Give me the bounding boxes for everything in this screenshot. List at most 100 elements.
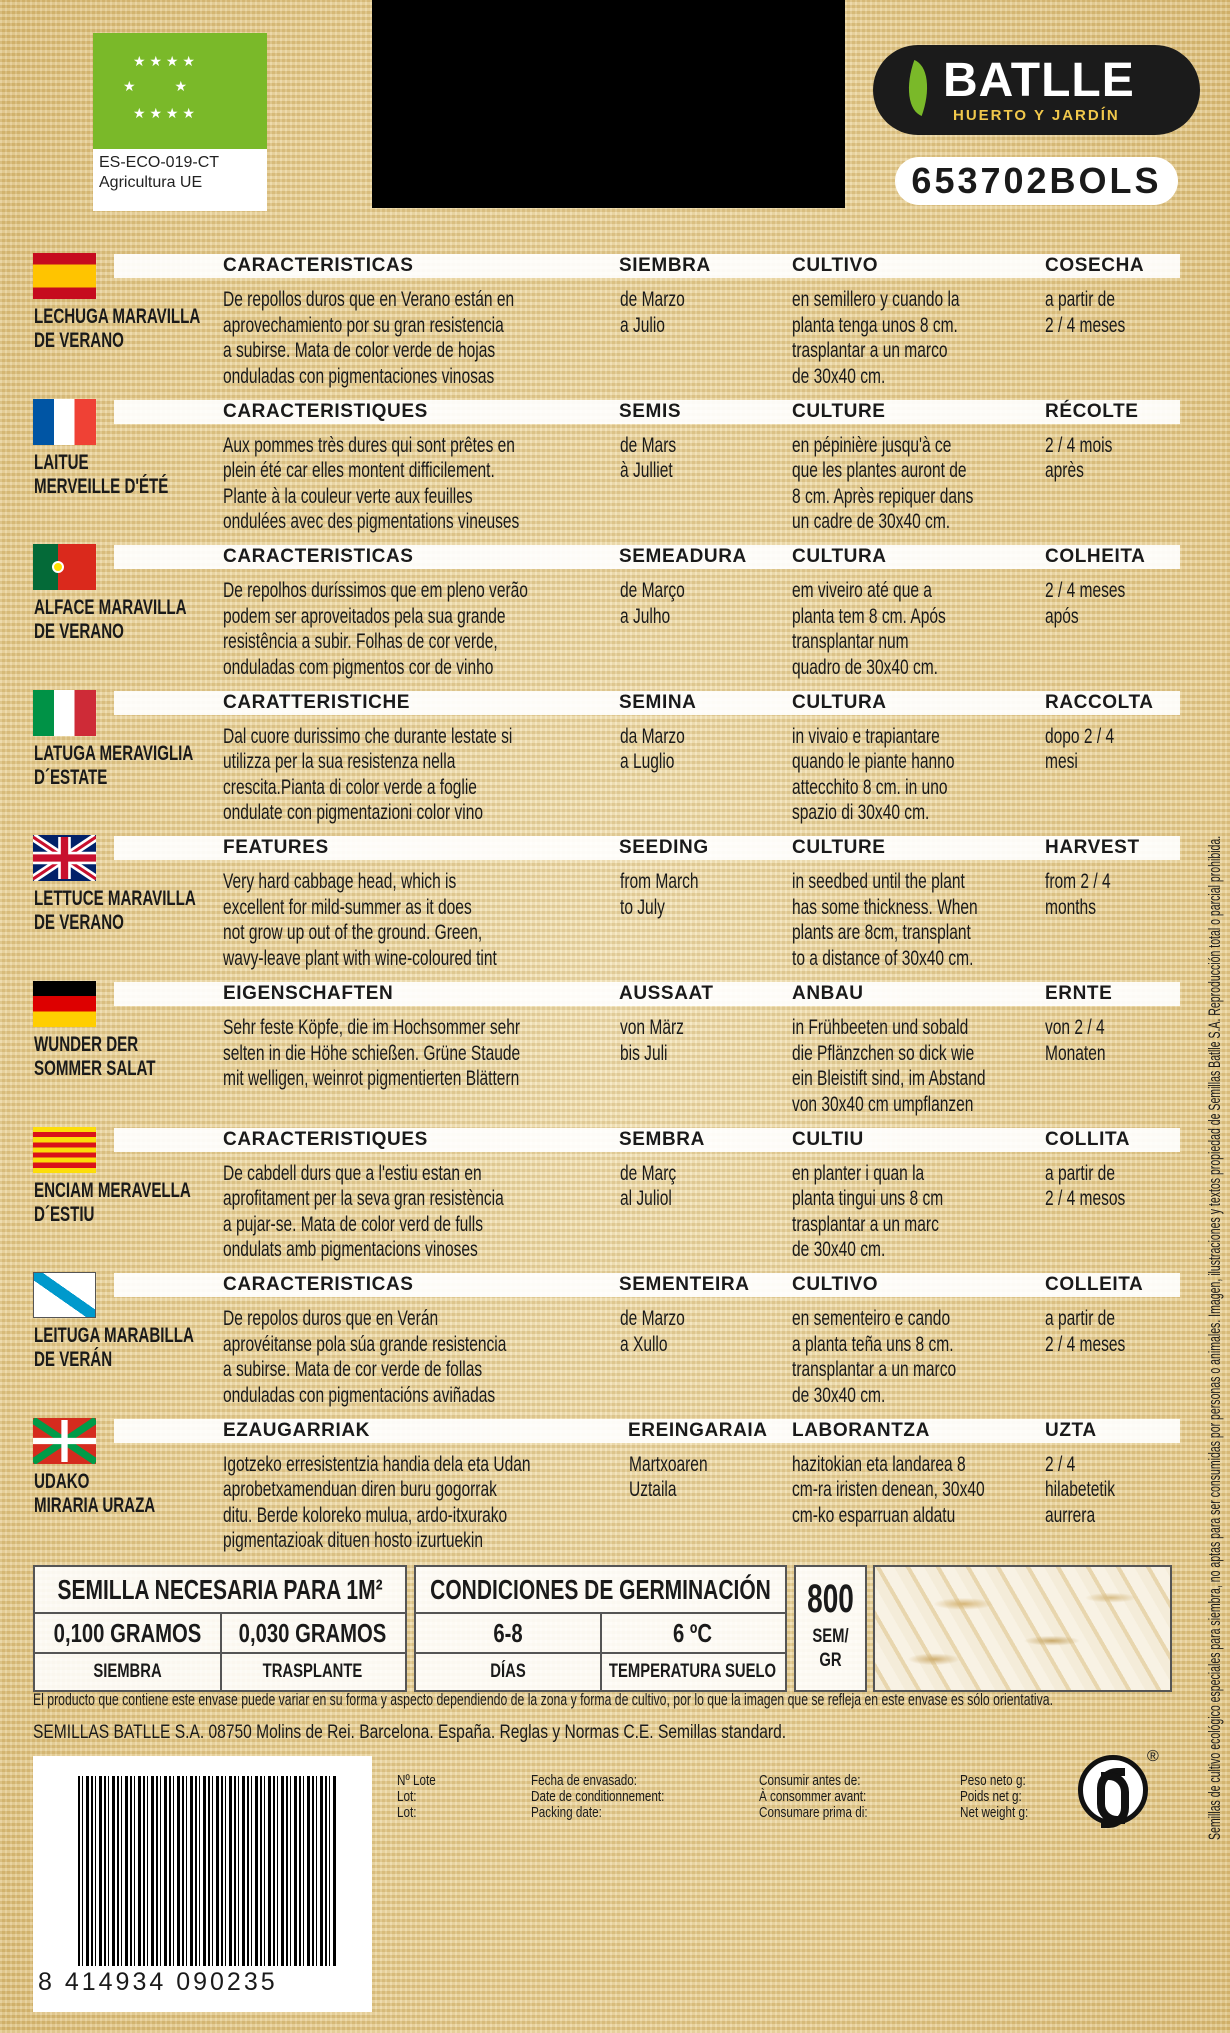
variety-row: LETTUCE MARAVILLA DE VERANO FEATURES SEED… [0,835,1180,981]
flag-de-icon [33,981,96,1027]
header-cultivation: CULTIVO [792,1274,879,1296]
sowing-text: de Març al Juliol [620,1161,677,1211]
header-band [114,836,1180,861]
seeds-per-gram: 800 [807,1576,854,1621]
header-sowing: SEMIS [619,400,682,422]
variety-row: ALFACE MARAVILLA DE VERANO CARACTERISTICA… [0,544,1180,690]
header-sowing: AUSSAAT [619,983,714,1004]
brand-name: BATLLE [943,54,1135,107]
flag-es-icon [33,253,96,299]
barcode: 8 414934 090235 [33,1756,372,2012]
harvest-text: 2 / 4 hilabetetik aurrera [1045,1452,1115,1527]
seed-needed-title: SEMILLA NECESARIA PARA 1M² [57,1573,383,1605]
cultivation-text: en pépinière jusqu'à ce que les plantes a… [792,433,974,534]
cultivation-text: en sementeiro e cando a planta teña uns 8… [792,1307,957,1407]
header-sowing: SEMBRA [619,1128,705,1150]
variety-name: LEITUGA MARABILLA DE VERÁN [34,1324,194,1372]
flag-uk-icon [33,835,96,882]
variety-row: LAITUE MERVEILLE D'ÉTÉ CARACTERISTIQUES S… [0,398,1180,545]
best-before-labels: Consumir antes de: À consommer avant: Cons… [759,1772,868,1821]
barcode-bars [78,1776,338,1966]
header-sowing: SEMEADURA [619,546,747,568]
features-text: De repolhos duríssimos que em pleno verã… [223,579,528,679]
flag-gl-icon [33,1272,96,1319]
variety-row: WUNDER DER SOMMER SALAT EIGENSCHAFTEN AUS… [0,981,1180,1127]
sowing-text: de Marzo a Xullo [620,1307,685,1356]
features-text: De repolos duros que en Verán aprovéitans… [223,1307,507,1407]
registered-mark: ® [1147,1748,1159,1765]
cultivation-text: in Frühbeeten und sobald die Pflänzchen s… [792,1016,986,1116]
header-band [114,545,1180,570]
header-sowing: SEMINA [619,691,697,713]
variety-name: LETTUCE MARAVILLA DE VERANO [34,887,196,935]
germination-title: CONDICIONES DE GERMINACIÓN [430,1573,771,1605]
product-code: 653702BOLS [895,157,1178,205]
sowing-amount: 0,100 GRAMOS [53,1617,202,1648]
variety-row: LECHUGA MARAVILLA DE VERANO CARACTERISTIC… [0,253,1180,399]
header-features: FEATURES [223,837,329,859]
features-text: De repollos duros que en Verano están en… [223,288,515,388]
sowing-text: de Março a Julho [620,579,685,628]
germination-days: 6-8 [493,1617,523,1648]
seeds-unit-gram: GR [819,1650,842,1671]
header-sowing: EREINGARAIA [628,1419,768,1441]
green-dot-recycle-icon [1078,1755,1148,1828]
cultivation-text: en semillero y cuando la planta tenga uno… [792,288,960,388]
variety-name: LECHUGA MARAVILLA DE VERANO [34,305,201,352]
variety-name: ALFACE MARAVILLA DE VERANO [34,596,187,644]
sowing-text: de Marzo a Julio [620,288,685,337]
harvest-text: 2 / 4 meses após [1045,579,1126,628]
sowing-text: Martxoaren Uztaila [629,1452,708,1502]
seed-needed-box: SEMILLA NECESARIA PARA 1M² 0,100 GRAMOS … [33,1565,407,1692]
packing-date-labels: Fecha de envasado: Date de conditionnemen… [531,1772,665,1821]
harvest-text: a partir de 2 / 4 mesos [1045,1161,1126,1211]
harvest-text: a partir de 2 / 4 meses [1045,288,1126,337]
header-band [114,982,1180,1006]
flag-it-icon [33,689,96,736]
harvest-text: from 2 / 4 months [1045,870,1111,919]
leaf-icon [897,60,939,116]
header-features: EZAUGARRIAK [223,1419,370,1441]
harvest-text: von 2 / 4 Monaten [1045,1016,1106,1065]
header-features: CARACTERISTICAS [223,255,414,276]
header-sowing: SEEDING [619,837,709,859]
disclaimer: El producto que contiene este envase pue… [33,1690,1053,1709]
brand-tagline: HUERTO Y JARDÍN [953,107,1120,124]
seeds-photo [873,1565,1172,1692]
sowing-text: from March to July [620,870,699,919]
header-features: CARACTERISTICAS [223,1274,414,1296]
barcode-number: 8 414934 090235 [38,1968,278,1996]
cultivation-text: in vivaio e trapiantare quando le piante … [792,724,955,825]
flag-fr-icon [33,398,96,445]
eu-label: Agricultura UE [99,174,203,191]
header-cultivation: CULTURE [792,400,886,422]
variety-row: LEITUGA MARABILLA DE VERÁN CARACTERISTICA… [0,1272,1180,1418]
company-info: SEMILLAS BATLLE S.A. 08750 Molins de Rei… [33,1722,787,1743]
features-text: Aux pommes très dures qui sont prêtes en… [223,433,520,534]
header-harvest: HARVEST [1045,837,1140,859]
variety-row: UDAKO MIRARIA URAZA EZAUGARRIAK EREINGARA… [0,1417,1180,1564]
header-cultivation: CULTIU [792,1128,864,1150]
header-features: CARACTERISTICAS [223,546,414,568]
header-harvest: RACCOLTA [1045,691,1154,713]
header-harvest: RÉCOLTE [1045,400,1139,422]
net-weight-labels: Peso neto g: Poids net g: Net weight g: [960,1772,1029,1821]
temperature-label: TEMPERATURA SUELO [608,1661,777,1682]
cultivation-text: em viveiro até que a planta tem 8 cm. Apó… [792,579,946,679]
header-harvest: COSECHA [1045,255,1145,276]
variety-row: LATUGA MERAVIGLIA D´ESTATE CARATTERISTICH… [0,689,1180,836]
header-features: CARACTERISTIQUES [223,400,428,422]
cultivation-text: en planter i quan la planta tingui uns 8 … [792,1161,944,1262]
features-text: Dal cuore durissimo che durante lestate … [223,724,513,825]
header-cultivation: CULTURA [792,546,887,568]
harvest-text: 2 / 4 mois après [1045,433,1113,483]
germination-box: CONDICIONES DE GERMINACIÓN 6-8 6 ºC DÍAS… [414,1565,787,1692]
variety-name: WUNDER DER SOMMER SALAT [34,1033,156,1080]
features-text: Igotzeko erresistentzia handia dela eta … [223,1452,531,1553]
transplant-amount: 0,030 GRAMOS [238,1617,387,1648]
brand-logo: BATLLE HUERTO Y JARDÍN [873,45,1200,135]
header-features: CARACTERISTIQUES [223,1128,428,1150]
header-features: CARATTERISTICHE [223,691,411,713]
header-band [114,1127,1180,1152]
header-band [114,690,1180,715]
